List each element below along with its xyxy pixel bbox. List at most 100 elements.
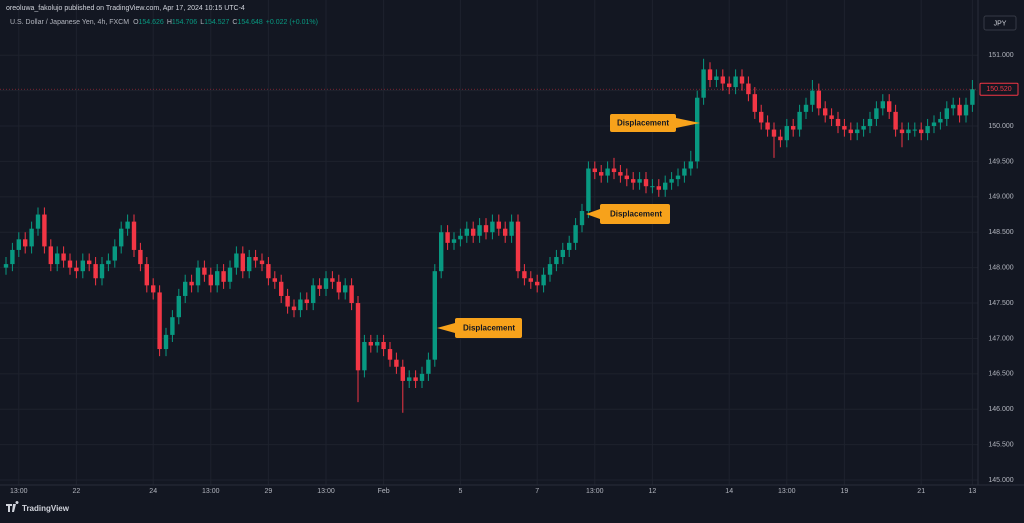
candle-body <box>957 104 962 116</box>
candle-body <box>234 253 239 268</box>
candle-body <box>298 299 303 311</box>
candle-body <box>131 221 137 250</box>
candle-body <box>733 76 738 88</box>
x-tick-label: 14 <box>725 488 733 495</box>
candle-body <box>944 108 949 119</box>
candle-body <box>381 341 386 350</box>
candle-body <box>720 76 725 84</box>
candle-body <box>362 341 367 371</box>
candle-body <box>23 239 28 247</box>
currency-box[interactable] <box>983 15 1017 31</box>
candle-body <box>285 295 290 307</box>
candle-body <box>106 260 111 265</box>
candle-body <box>887 101 892 112</box>
y-tick-label: 151.000 <box>988 52 1013 59</box>
candle-body <box>42 214 47 247</box>
x-tick-label: 13 <box>969 488 977 495</box>
candle-body <box>375 341 380 346</box>
y-tick-label: 146.000 <box>988 406 1013 413</box>
candle-body <box>528 278 533 282</box>
x-tick-label: 29 <box>265 488 273 495</box>
callout-shape <box>610 114 700 132</box>
candle-body <box>272 278 277 282</box>
annotations: Displacement Displacement Displacement <box>437 114 700 338</box>
candle-body <box>823 108 828 116</box>
candle-body <box>29 228 34 247</box>
candle-body <box>727 83 732 88</box>
candle-body <box>663 182 668 190</box>
y-tick-label: 145.000 <box>988 477 1013 484</box>
brand-logo <box>6 500 19 512</box>
callout-shape <box>586 204 670 224</box>
candle-body <box>605 168 610 176</box>
candle-body <box>496 221 501 229</box>
candle-body <box>80 260 85 272</box>
candle-body <box>797 111 802 130</box>
info-value: 154.648 <box>237 19 262 26</box>
candle-body <box>323 278 329 289</box>
candle-body <box>848 129 853 134</box>
candle-body <box>349 285 354 304</box>
candle-body <box>765 122 770 130</box>
candle-body <box>407 377 412 381</box>
info-label: H <box>167 19 172 26</box>
candle-body <box>963 104 969 116</box>
publisher: oreoluwa_fakolujo published on TradingVi… <box>6 5 245 12</box>
currency[interactable]: JPY <box>994 20 1007 27</box>
info-value: 154.527 <box>204 19 229 26</box>
candle-body <box>202 267 207 275</box>
candle-body <box>880 101 885 109</box>
candle-body <box>439 232 444 272</box>
candle-body <box>707 69 713 81</box>
candle-body <box>483 225 489 233</box>
candle-body <box>688 161 693 169</box>
candle-body <box>951 104 956 109</box>
candle-body <box>714 76 719 81</box>
candle-body <box>509 221 514 236</box>
candle-body <box>221 271 226 282</box>
candle-body <box>317 285 322 289</box>
info-value: 154.706 <box>172 19 197 26</box>
candle-body <box>10 249 15 265</box>
callout-text: Displacement <box>610 210 662 219</box>
candle-body <box>650 186 655 188</box>
candle-body <box>35 214 41 229</box>
change: +0.022 (+0.01%) <box>266 19 318 26</box>
candle-body <box>189 281 194 286</box>
candle-body <box>208 274 213 286</box>
info-label: O <box>133 19 139 26</box>
candle-body <box>125 221 130 229</box>
candle-body <box>759 111 764 123</box>
candle-body <box>195 267 201 286</box>
info-label: C <box>232 19 237 26</box>
axes: 145.000 145.500 146.000 146.500 147.000 147.5… <box>0 52 1019 495</box>
candle-body <box>695 97 700 162</box>
candle-body <box>586 168 591 211</box>
candle-body <box>970 89 975 105</box>
candle-body <box>74 267 79 272</box>
candle-body <box>816 90 821 109</box>
candle-body <box>503 228 508 236</box>
grid <box>0 0 978 485</box>
candle-body <box>938 118 943 123</box>
candle-body <box>247 257 252 272</box>
candle-body <box>394 359 399 367</box>
candle-body <box>867 118 873 127</box>
candle-body <box>61 253 66 261</box>
y-tick-label: 150.000 <box>988 123 1013 130</box>
candle-body <box>458 235 463 240</box>
x-tick-label: 13:00 <box>317 488 335 495</box>
candle-body <box>567 242 572 250</box>
candle-body <box>266 264 271 279</box>
candle-body <box>746 83 751 95</box>
candle-body <box>560 249 565 258</box>
y-tick-label: 149.000 <box>988 194 1013 201</box>
candle-body <box>445 232 450 243</box>
candle-body <box>419 373 425 381</box>
candle-body <box>861 126 866 130</box>
x-tick-label: Feb <box>378 488 390 495</box>
candle-body <box>144 264 149 286</box>
candle-body <box>138 249 143 265</box>
candle-body <box>176 295 181 318</box>
